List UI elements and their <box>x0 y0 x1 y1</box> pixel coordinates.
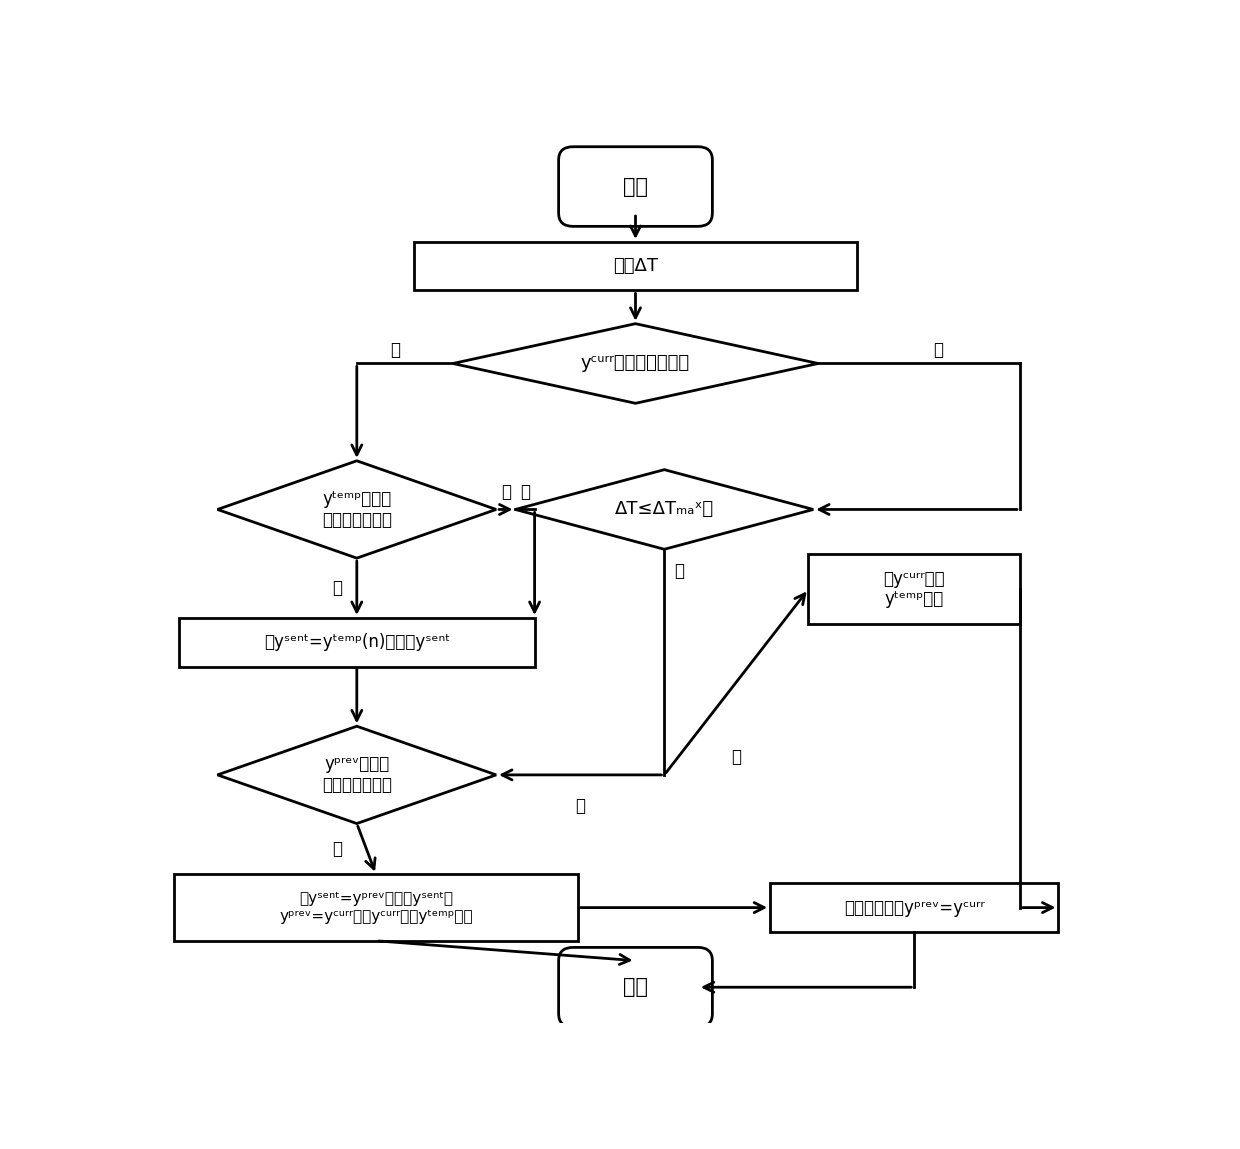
Bar <box>414 241 857 291</box>
Text: 结束: 结束 <box>622 977 649 997</box>
Text: 否: 否 <box>332 840 342 858</box>
Bar <box>808 554 1019 625</box>
Text: 否: 否 <box>391 341 401 358</box>
Text: 计算ΔT: 计算ΔT <box>613 257 658 275</box>
Text: 是: 是 <box>575 797 585 815</box>
Text: yᵗᵉᵐᵖ满足旋
转门趋势压缩？: yᵗᵉᵐᵖ满足旋 转门趋势压缩？ <box>322 491 392 529</box>
Text: 是: 是 <box>520 483 529 501</box>
Text: 是: 是 <box>934 341 944 358</box>
Bar <box>179 618 534 666</box>
Text: yᶜᵘʳʳ满足过滤压缩？: yᶜᵘʳʳ满足过滤压缩？ <box>580 355 691 372</box>
Text: yᵖʳᵉᵛ满足旋
转门趋势压缩？: yᵖʳᵉᵛ满足旋 转门趋势压缩？ <box>322 756 392 794</box>
Text: 令yˢᵉⁿᵗ=yᵗᵉᵐᵖ(n)，发送yˢᵉⁿᵗ: 令yˢᵉⁿᵗ=yᵗᵉᵐᵖ(n)，发送yˢᵉⁿᵗ <box>264 633 450 651</box>
Text: 否: 否 <box>675 562 684 580</box>
Text: 否: 否 <box>332 579 342 597</box>
Text: 否: 否 <box>732 748 742 766</box>
Text: 令yˢᵉⁿᵗ=yᵖʳᵉᵛ，发送yˢᵉⁿᵗ，
yᵖʳᵉᵛ=yᶜᵘʳʳ，将yᶜᵘʳʳ压入yᵗᵉᵐᵖ堆栈: 令yˢᵉⁿᵗ=yᵖʳᵉᵛ，发送yˢᵉⁿᵗ， yᵖʳᵉᵛ=yᶜᵘʳʳ，将yᶜᵘʳʳ… <box>279 892 472 924</box>
Text: 开始: 开始 <box>622 177 649 196</box>
Text: 是: 是 <box>501 483 511 501</box>
Bar <box>174 874 578 941</box>
Text: 不发送数据，yᵖʳᵉᵛ=yᶜᵘʳʳ: 不发送数据，yᵖʳᵉᵛ=yᶜᵘʳʳ <box>843 899 985 917</box>
Bar <box>770 884 1058 932</box>
Text: 将yᶜᵘʳʳ压入
yᵗᵉᵐᵖ堆栈: 将yᶜᵘʳʳ压入 yᵗᵉᵐᵖ堆栈 <box>883 570 945 609</box>
Text: ΔT≤ΔTₘₐˣ？: ΔT≤ΔTₘₐˣ？ <box>615 501 714 518</box>
